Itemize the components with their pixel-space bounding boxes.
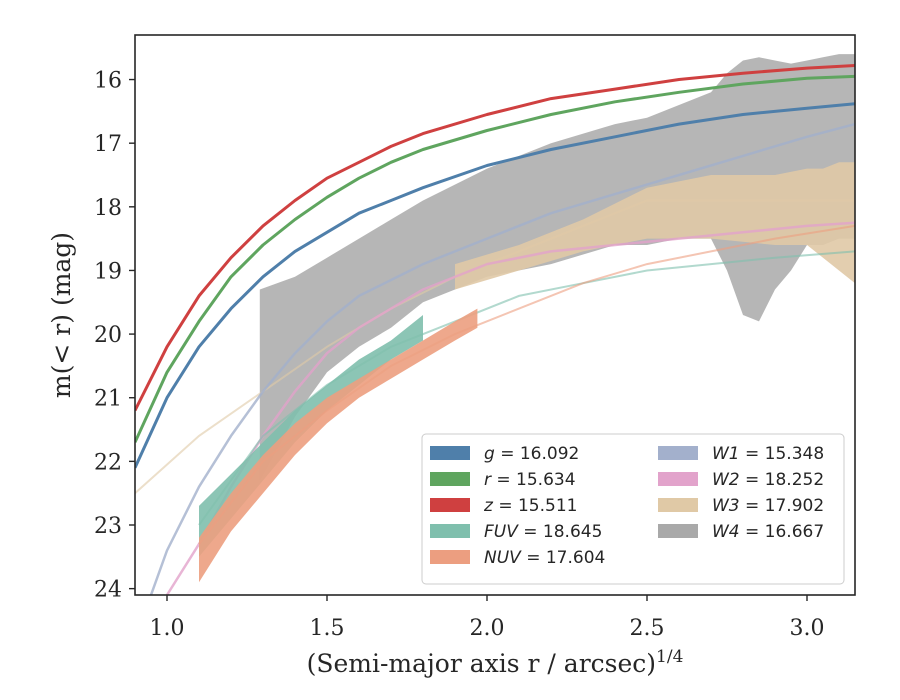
legend-swatch-fuv: [430, 524, 470, 538]
series-r-line: [135, 74, 855, 443]
y-tick-label: 23: [94, 514, 122, 539]
y-tick-label: 17: [94, 132, 122, 157]
data-layer: [135, 54, 855, 595]
y-tick-label: 24: [94, 578, 122, 603]
legend-swatch-w3: [658, 498, 698, 512]
legend-swatch-z: [430, 498, 470, 512]
series-fuv-line: [198, 250, 855, 526]
legend-label-g: g = 16.092: [484, 444, 579, 464]
series-w4-band: [259, 54, 855, 481]
series-w3-band: [455, 162, 855, 290]
y-tick-label: 20: [94, 323, 122, 348]
series-g-line: [135, 102, 855, 469]
x-tick-label: 1.0: [150, 616, 185, 641]
x-tick-label: 1.5: [310, 616, 345, 641]
y-axis-label: m(< r) (mag): [47, 232, 76, 398]
legend-label-fuv: FUV = 18.645: [484, 522, 602, 542]
legend-label-w2: W2 = 18.252: [712, 470, 824, 490]
x-axis-ticks: 1.0 1.5 2.0 2.5 3.0: [150, 595, 825, 641]
y-tick-label: 22: [94, 450, 122, 475]
legend: g = 16.092 r = 15.634 z = 15.511 FUV = 18.6…: [421, 433, 845, 585]
x-tick-label: 2.5: [630, 616, 665, 641]
y-axis-ticks: 16 17 18 19 20 21 22 23 24: [94, 69, 135, 603]
legend-label-w4: W4 = 16.667: [712, 522, 824, 542]
legend-swatch-nuv: [430, 550, 470, 564]
x-tick-label: 2.0: [470, 616, 505, 641]
legend-label-w1: W1 = 15.348: [712, 444, 824, 464]
x-tick-label: 3.0: [790, 616, 825, 641]
y-tick-label: 18: [94, 196, 122, 221]
legend-label-r: r = 15.634: [484, 470, 576, 490]
legend-frame: [421, 433, 845, 585]
legend-swatch-g: [430, 446, 470, 460]
plot-frame: [134, 34, 856, 596]
legend-swatch-r: [430, 472, 470, 486]
legend-label-z: z = 15.511: [483, 496, 577, 516]
series-z-line: [135, 64, 855, 412]
legend-swatch-w2: [658, 472, 698, 486]
legend-swatch-w1: [658, 446, 698, 460]
y-tick-label: 16: [94, 69, 122, 94]
legend-label-w3: W3 = 17.902: [712, 496, 824, 516]
series-w1-line: [149, 122, 855, 595]
y-tick-label: 19: [94, 259, 122, 284]
y-tick-label: 21: [94, 387, 122, 412]
series-nuv-band: [199, 308, 478, 583]
legend-swatch-w4: [658, 524, 698, 538]
legend-label-nuv: NUV = 17.604: [484, 548, 605, 568]
x-axis-label: (Semi-major axis r / arcsec)1/4: [307, 647, 684, 678]
